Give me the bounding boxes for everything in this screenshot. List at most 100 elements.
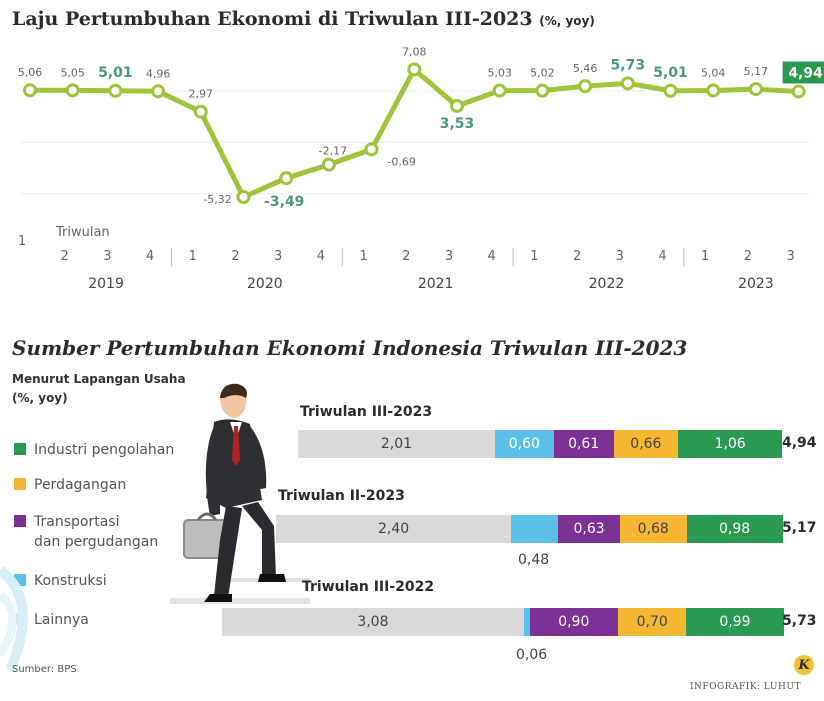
final-value-badge	[782, 61, 824, 84]
source-note: Sumber: BPS	[12, 664, 77, 675]
data-label: 5,17	[744, 65, 769, 78]
data-label: 5,01	[653, 65, 688, 81]
seg-konstruksi: 0,60	[494, 430, 554, 458]
quarter-tick-label: 2	[231, 249, 239, 264]
note-konstruksi-q3-2022: 0,06	[516, 647, 548, 663]
quarter-tick-label: 3	[786, 249, 794, 264]
quarter-tick-label: 2	[744, 249, 752, 264]
line-chart: 5,06 5,05 5,01 4,96 2,97 -5,32 -3,49 -2,17 -0,69…	[18, 45, 824, 292]
legend-label: Industri pengolahan	[34, 442, 175, 458]
businessman-illustration	[170, 383, 310, 604]
seg-perdagangan: 0,66	[613, 430, 679, 458]
seg-transportasi: 0,61	[553, 430, 614, 458]
quarter-tick-label: 4	[146, 249, 154, 264]
data-point	[236, 190, 251, 205]
year-label: 2022	[589, 276, 625, 292]
year-label: 2020	[247, 276, 283, 292]
legend-label: Konstruksi	[34, 573, 107, 589]
kompas-logo: K	[794, 655, 814, 675]
quarter-tick-label: 1	[18, 234, 26, 249]
data-label: -3,49	[264, 194, 304, 210]
data-label: 5,06	[18, 66, 43, 79]
seg-industri: 0,99	[686, 608, 784, 636]
bar-title-q2-2023: Triwulan II-2023	[278, 488, 405, 504]
data-label: -5,32	[203, 193, 231, 206]
data-label: 4,94	[788, 65, 823, 81]
quarter-tick-label: 2	[402, 249, 410, 264]
seg-konstruksi	[511, 515, 559, 543]
data-label: 5,46	[573, 62, 598, 75]
data-label: 2,97	[189, 88, 214, 101]
data-label: 5,73	[611, 57, 646, 73]
legend-item-industri: Industri pengolahan	[14, 440, 174, 460]
data-label: 7,08	[402, 45, 427, 58]
quarter-tick-label: 2	[573, 249, 581, 264]
data-point	[620, 76, 635, 91]
year-label: 2019	[88, 276, 124, 292]
legend-label: Lainnya	[34, 612, 89, 628]
quarter-tick-label: 1	[189, 249, 197, 264]
bar-chart-title: Sumber Pertumbuhan Ekonomi Indonesia Tri…	[12, 336, 688, 360]
seg-transportasi: 0,90	[529, 608, 618, 636]
seg-perdagangan: 0,68	[619, 515, 687, 543]
bar-chart-subtitle: Menurut Lapangan Usaha (%, yoy)	[12, 370, 186, 408]
bar-chart-unit: (%, yoy)	[12, 391, 68, 405]
data-label: 4,96	[146, 67, 171, 80]
data-point	[407, 62, 422, 77]
seg-lainnya: 3,08	[222, 608, 524, 636]
year-label: 2023	[738, 276, 774, 292]
data-point	[450, 98, 464, 113]
decorative-arcs	[0, 566, 28, 672]
seg-industri: 1,06	[678, 430, 783, 458]
seg-transportasi: 0,63	[558, 515, 620, 543]
legend-swatch-transportasi	[14, 515, 26, 527]
legend-swatch-perdagangan	[14, 478, 26, 490]
total-q3-2022: 5,73	[782, 613, 817, 629]
infographic-credit: INFOGRAFIK: LUHUT	[690, 682, 801, 692]
quarter-tick-label: 3	[274, 249, 282, 264]
data-point	[279, 171, 294, 186]
growth-line	[29, 66, 799, 200]
data-label: 5,03	[487, 67, 512, 80]
total-q3-2023: 4,94	[782, 435, 817, 451]
legend-item-perdagangan: Perdagangan	[14, 475, 126, 495]
data-point	[535, 83, 550, 98]
legend-item-transportasi: Transportasi dan pergudangan	[14, 512, 158, 552]
legend-swatch-industri	[14, 443, 26, 455]
bar-title-q3-2023: Triwulan III-2023	[300, 404, 433, 420]
stacked-bar-q3-2023: 2,01 0,60 0,61 0,66 1,06	[298, 430, 783, 458]
data-point	[791, 84, 806, 99]
year-label: 2021	[418, 276, 454, 292]
line-chart-title: Laju Pertumbuhan Ekonomi di Triwulan III…	[12, 8, 595, 30]
seg-perdagangan: 0,70	[617, 608, 687, 636]
quarter-caption: Triwulan	[55, 225, 110, 240]
quarter-tick-label: 4	[488, 249, 496, 264]
seg-konstruksi	[523, 608, 530, 636]
data-label: 3,53	[440, 116, 475, 132]
data-point	[748, 82, 763, 97]
stacked-bar-q3-2022: 3,08 0,90 0,70 0,99	[222, 608, 784, 636]
data-label: -2,17	[319, 145, 347, 158]
data-point	[23, 83, 37, 98]
data-point	[663, 83, 678, 98]
data-point	[321, 157, 336, 172]
legend-label: Perdagangan	[34, 477, 127, 493]
quarter-tick-label: 4	[658, 249, 666, 264]
seg-industri: 0,98	[686, 515, 783, 543]
data-point	[492, 83, 507, 98]
data-point	[108, 83, 123, 98]
data-point	[193, 104, 208, 119]
quarter-tick-label: 2	[61, 249, 69, 264]
quarter-tick-label: 3	[616, 249, 624, 264]
seg-lainnya: 2,40	[276, 515, 512, 543]
quarter-tick-label: 1	[701, 249, 709, 264]
seg-lainnya: 2,01	[298, 430, 495, 458]
data-point	[151, 84, 166, 99]
data-label: 5,01	[98, 65, 133, 81]
data-point	[706, 83, 721, 98]
data-label: 5,04	[701, 66, 726, 79]
total-q2-2023: 5,17	[782, 520, 817, 536]
stacked-bar-q2-2023: 2,40 0,63 0,68 0,98	[276, 515, 783, 543]
data-point	[364, 142, 379, 157]
data-point	[578, 79, 593, 94]
